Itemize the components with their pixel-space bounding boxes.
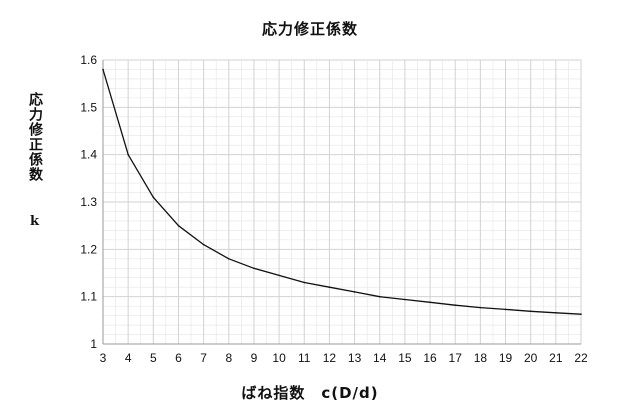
data-point bbox=[152, 196, 155, 199]
y-axis-symbol: k bbox=[30, 214, 40, 229]
series-line bbox=[102, 69, 582, 315]
data-point bbox=[580, 313, 582, 315]
x-tick-label: 14 bbox=[373, 351, 387, 365]
x-tick-label: 10 bbox=[272, 351, 286, 365]
x-tick-label: 8 bbox=[225, 351, 232, 365]
x-tick-label: 22 bbox=[574, 351, 588, 365]
data-point bbox=[177, 224, 180, 227]
y-tick-label: 1.6 bbox=[80, 53, 97, 67]
data-point bbox=[253, 267, 255, 270]
data-point bbox=[479, 306, 482, 309]
x-tick-label: 17 bbox=[449, 351, 463, 365]
data-point bbox=[504, 308, 507, 311]
x-tick-label: 7 bbox=[200, 351, 207, 365]
y-tick-label: 1.1 bbox=[80, 290, 97, 304]
x-tick-label: 19 bbox=[499, 351, 513, 365]
chart-title: 応力修正係数 bbox=[261, 20, 358, 38]
data-point bbox=[127, 153, 129, 156]
y-tick-label: 1.2 bbox=[80, 242, 97, 256]
data-point bbox=[353, 291, 356, 293]
data-point bbox=[278, 274, 280, 277]
x-tick-label: 21 bbox=[549, 351, 563, 365]
series bbox=[102, 68, 582, 315]
x-tick-label: 3 bbox=[100, 351, 107, 365]
x-tick-label: 18 bbox=[474, 351, 488, 365]
x-tick-label: 15 bbox=[398, 351, 412, 365]
x-tick-label: 13 bbox=[348, 351, 362, 365]
x-tick-label: 5 bbox=[150, 351, 157, 365]
x-tick-label: 12 bbox=[323, 351, 337, 365]
y-tick-label: 1 bbox=[90, 337, 97, 351]
y-tick-label: 1.5 bbox=[80, 100, 97, 114]
data-point bbox=[429, 301, 431, 304]
tick-labels: 1 1.1 1.2 1.3 1.4 1.5 1.6 3 4 5 6 7 8 9 10 11 12 13 14 15 16… bbox=[80, 53, 588, 365]
x-axis-label: ばね指数 c(D/d) bbox=[241, 384, 379, 402]
data-point bbox=[454, 304, 457, 306]
y-axis-label: 応力修正係数 bbox=[27, 92, 43, 182]
data-point bbox=[404, 298, 406, 301]
data-point bbox=[303, 281, 306, 284]
data-point bbox=[227, 258, 230, 260]
data-point bbox=[102, 68, 104, 71]
grid bbox=[102, 59, 582, 345]
x-tick-label: 16 bbox=[423, 351, 437, 365]
x-tick-label: 6 bbox=[175, 351, 182, 365]
data-point bbox=[328, 286, 331, 289]
x-tick-label: 20 bbox=[524, 351, 538, 365]
axes bbox=[102, 60, 581, 345]
data-point bbox=[529, 310, 532, 313]
data-point bbox=[378, 295, 381, 298]
x-tick-label: 11 bbox=[298, 351, 311, 365]
y-tick-label: 1.4 bbox=[80, 148, 97, 162]
data-point bbox=[202, 243, 205, 246]
x-tick-label: 9 bbox=[251, 351, 258, 365]
data-point bbox=[555, 311, 557, 314]
x-tick-label: 4 bbox=[125, 351, 132, 365]
y-tick-label: 1.3 bbox=[80, 195, 97, 209]
